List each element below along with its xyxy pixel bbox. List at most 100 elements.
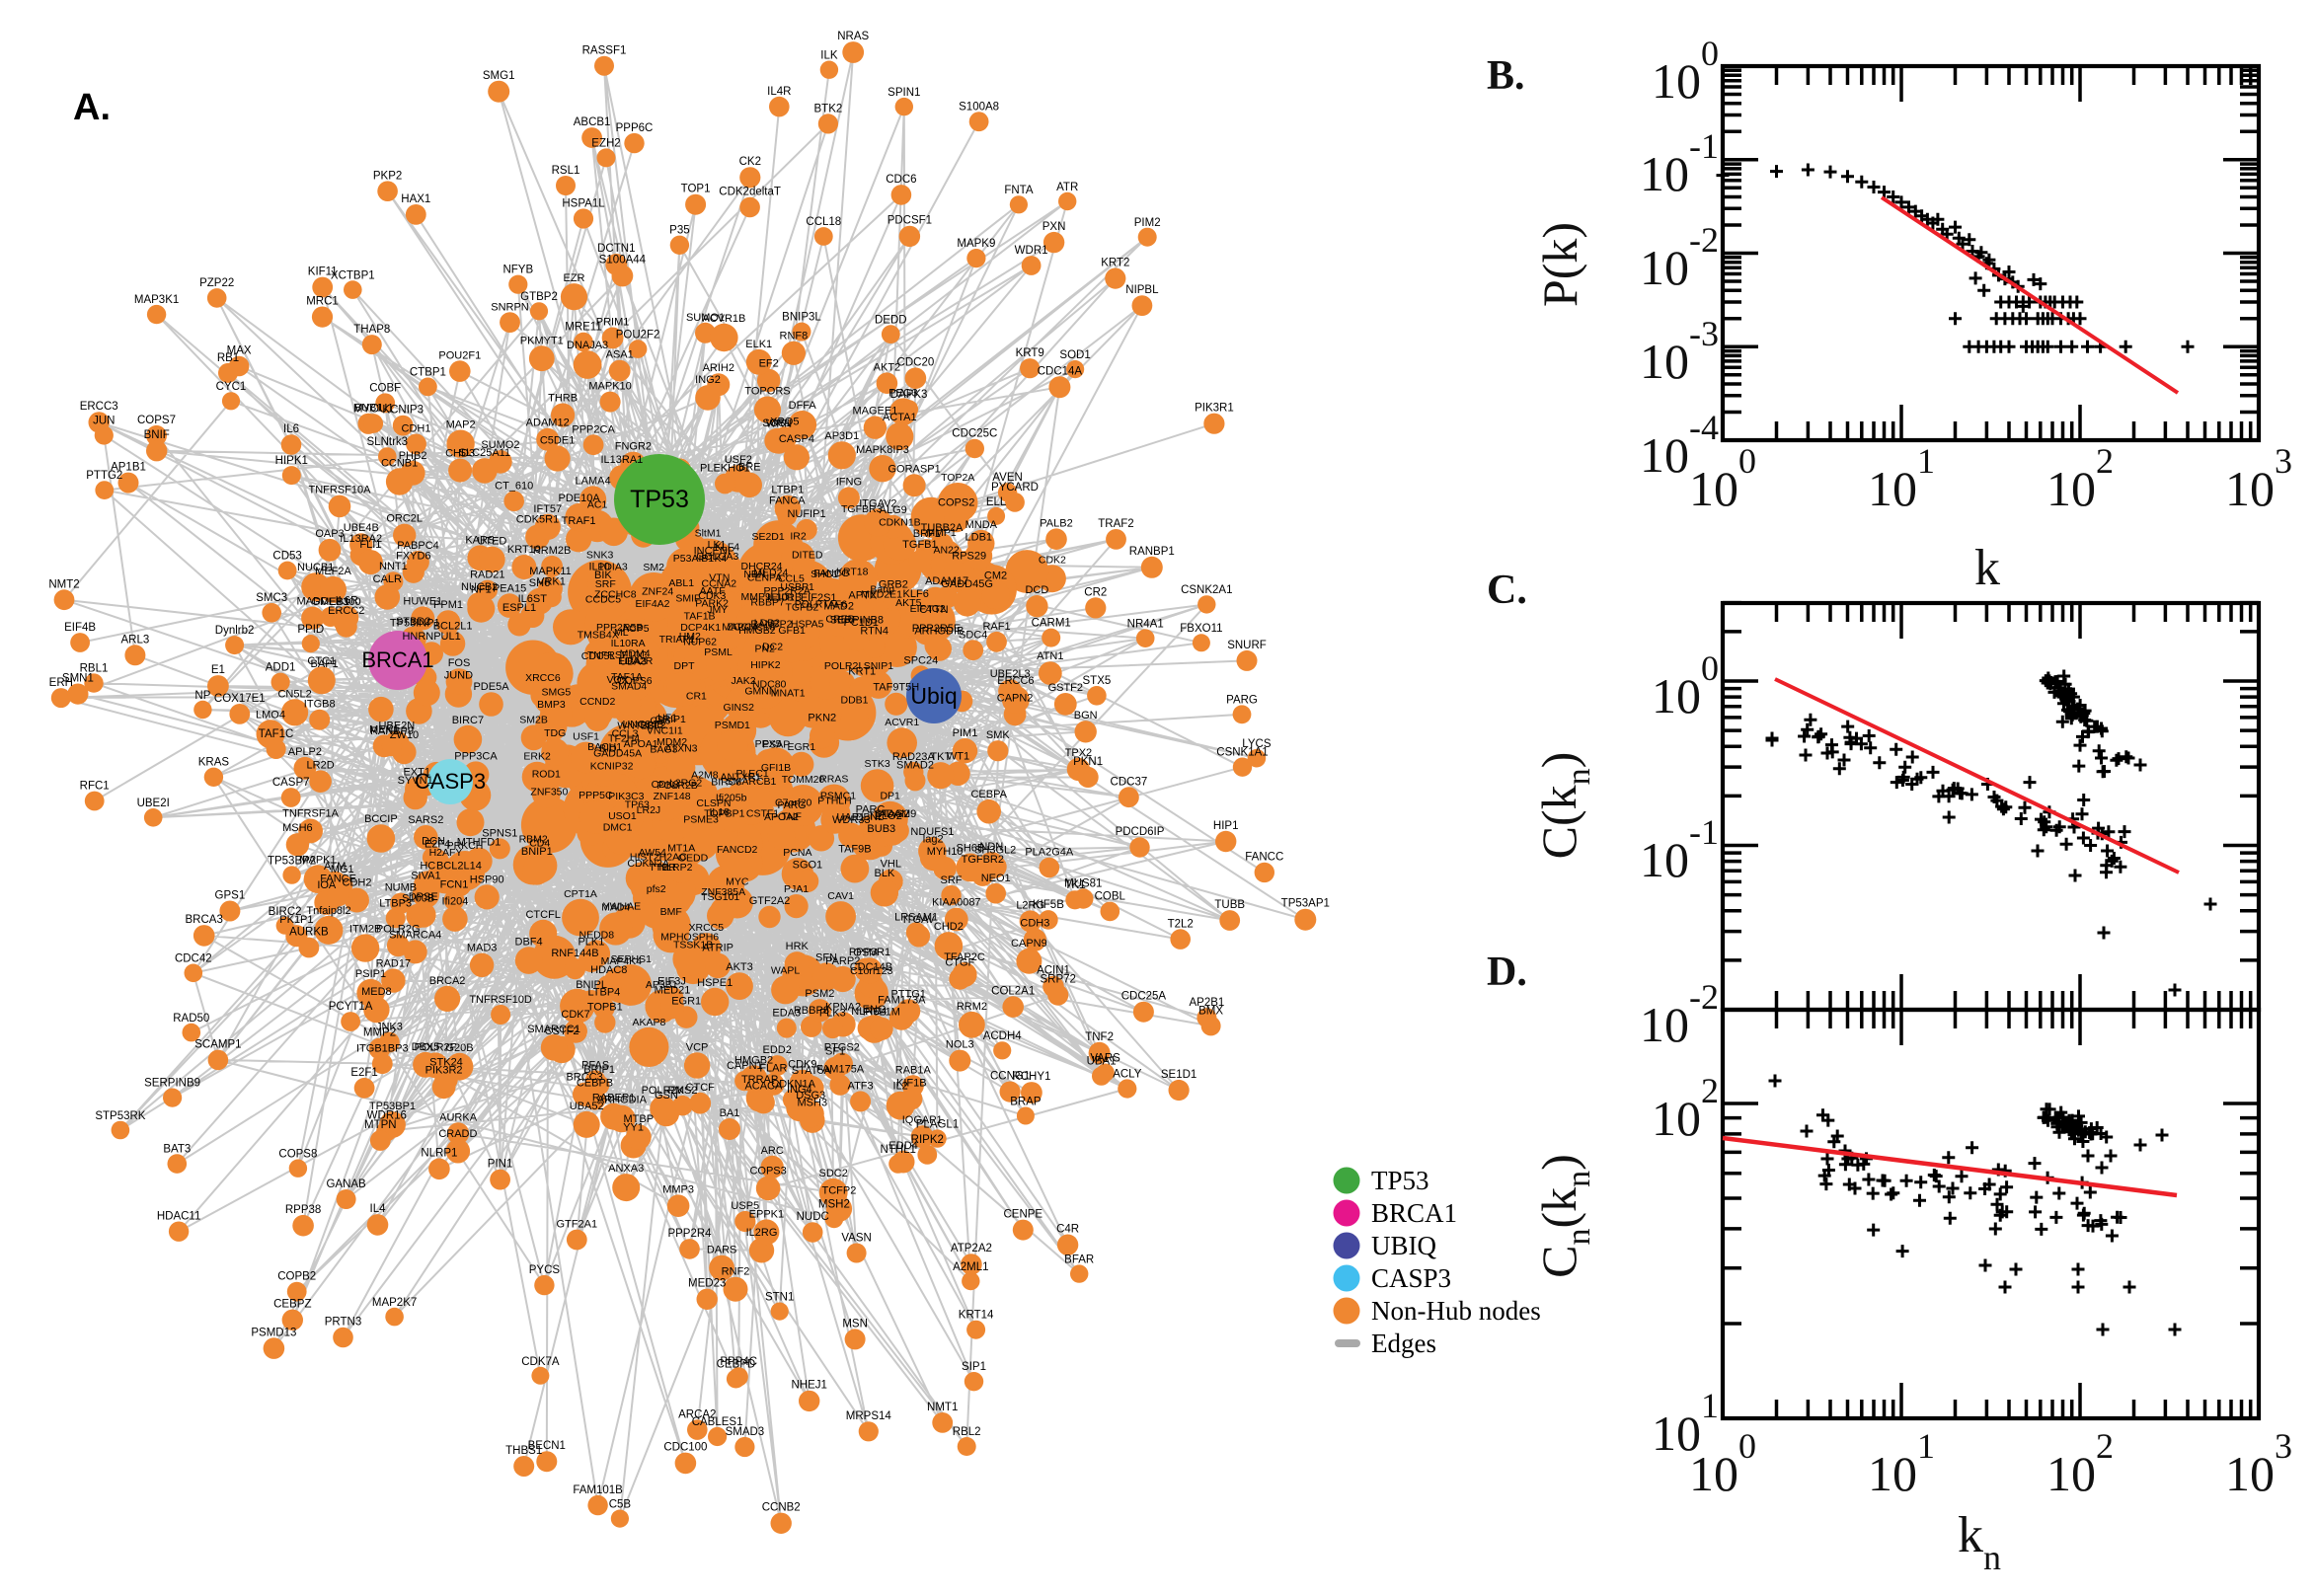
svg-text:CCNG1: CCNG1 [990, 1071, 1030, 1083]
svg-text:PEA15: PEA15 [493, 582, 526, 594]
svg-text:BRAP: BRAP [1010, 1097, 1042, 1108]
svg-text:ILK: ILK [820, 50, 838, 62]
svg-text:BCL2L14: BCL2L14 [436, 860, 482, 872]
svg-text:PCYT1A: PCYT1A [329, 1001, 373, 1013]
svg-text:MRPS14: MRPS14 [846, 1410, 892, 1422]
svg-text:MYC: MYC [726, 875, 749, 887]
svg-text:D.: D. [1487, 950, 1527, 995]
svg-text:GADD45A: GADD45A [593, 747, 642, 759]
svg-text:RBL2: RBL2 [953, 1426, 981, 1438]
svg-text:GB6: GB6 [650, 716, 670, 727]
svg-text:Non-Hub nodes: Non-Hub nodes [1371, 1296, 1541, 1326]
svg-text:RAD21: RAD21 [470, 570, 504, 581]
svg-text:SIVA1: SIVA1 [411, 870, 440, 881]
svg-text:RANBP2: RANBP2 [750, 619, 792, 631]
svg-text:CHD3: CHD3 [445, 448, 475, 460]
svg-text:DAPK3: DAPK3 [890, 389, 928, 401]
svg-text:CSTF1: CSTF1 [746, 807, 779, 819]
svg-text:CDC14B: CDC14B [850, 961, 892, 973]
svg-text:LTBP3: LTBP3 [379, 897, 412, 909]
svg-text:GSTF2: GSTF2 [1048, 682, 1083, 694]
svg-text:STK3: STK3 [864, 758, 889, 770]
svg-text:KLF6: KLF6 [903, 588, 929, 600]
svg-text:ERH: ERH [49, 677, 73, 689]
svg-text:MAP2: MAP2 [446, 419, 476, 431]
svg-text:SMAD4: SMAD4 [611, 681, 647, 693]
svg-text:HSPA5: HSPA5 [791, 618, 824, 630]
svg-text:LK1: LK1 [708, 539, 727, 551]
svg-text:C5DE1: C5DE1 [540, 434, 575, 446]
svg-text:NMT1: NMT1 [927, 1402, 958, 1413]
svg-text:UBA3: UBA3 [620, 656, 648, 668]
svg-text:FXYD6: FXYD6 [396, 551, 430, 563]
svg-text:SMK: SMK [986, 729, 1011, 741]
svg-text:MYH10: MYH10 [927, 846, 964, 858]
svg-text:P35: P35 [669, 225, 689, 237]
svg-text:ITGAV: ITGAV [903, 914, 936, 926]
svg-text:NUCB1: NUCB1 [297, 562, 334, 573]
svg-text:RPP38: RPP38 [285, 1204, 321, 1216]
svg-text:JAK2: JAK2 [731, 675, 755, 687]
svg-text:AP3B1: AP3B1 [646, 979, 678, 991]
svg-text:Edges: Edges [1371, 1329, 1436, 1358]
svg-text:GORASP1: GORASP1 [888, 463, 941, 475]
svg-text:TFAP2C: TFAP2C [944, 951, 985, 963]
svg-text:KIF1B: KIF1B [896, 1077, 927, 1089]
svg-text:ATM: ATM [324, 861, 346, 873]
svg-text:BAT3: BAT3 [163, 1143, 191, 1155]
svg-text:DFFA: DFFA [789, 400, 817, 412]
svg-text:APOA2: APOA2 [764, 811, 799, 823]
svg-text:UNC84B: UNC84B [623, 719, 663, 730]
svg-text:EIF3J: EIF3J [657, 976, 686, 988]
svg-text:MED24: MED24 [753, 568, 788, 579]
svg-text:KRT18: KRT18 [836, 566, 869, 577]
svg-text:MMP1: MMP1 [926, 527, 956, 539]
svg-text:Ifi205b: Ifi205b [716, 793, 747, 804]
svg-text:EPPK1: EPPK1 [749, 1208, 784, 1220]
svg-text:RAD23A: RAD23A [892, 751, 935, 763]
svg-text:TAF1A: TAF1A [611, 671, 643, 683]
svg-text:THAP8: THAP8 [353, 324, 390, 336]
svg-text:BRE: BRE [738, 462, 761, 474]
svg-text:MAD2: MAD2 [823, 601, 854, 613]
svg-text:ARIH2: ARIH2 [703, 362, 734, 374]
svg-text:AP2B1: AP2B1 [1189, 997, 1224, 1009]
svg-text:IL2RG: IL2RG [746, 1227, 778, 1239]
svg-text:MEF2A: MEF2A [315, 566, 351, 577]
svg-text:LTBP4: LTBP4 [587, 987, 620, 999]
svg-text:PSMD1: PSMD1 [715, 720, 750, 731]
svg-text:CTTN: CTTN [919, 604, 948, 616]
svg-text:CENPA: CENPA [747, 571, 782, 583]
svg-text:S100B: S100B [402, 893, 434, 905]
svg-text:PPP6C: PPP6C [616, 122, 654, 134]
svg-text:AKT5: AKT5 [895, 597, 921, 609]
svg-text:POLR2B: POLR2B [656, 780, 697, 792]
svg-text:CAPN2: CAPN2 [997, 692, 1034, 704]
svg-text:KIF5B: KIF5B [1033, 899, 1064, 911]
svg-text:SIP1: SIP1 [962, 1361, 986, 1373]
svg-text:ACVR1B: ACVR1B [702, 313, 745, 325]
svg-text:COBF: COBF [369, 382, 401, 394]
svg-text:PPM1: PPM1 [433, 599, 463, 611]
svg-text:ARCA2: ARCA2 [678, 1408, 716, 1420]
svg-text:ZNF148: ZNF148 [654, 791, 691, 802]
svg-text:RRM2: RRM2 [957, 1001, 987, 1013]
svg-text:COX17E1: COX17E1 [214, 693, 266, 705]
svg-text:SRF: SRF [595, 578, 616, 590]
svg-text:L2RG: L2RG [1016, 899, 1044, 911]
svg-text:PPID: PPID [297, 624, 324, 636]
svg-text:SERPINB8: SERPINB8 [830, 615, 884, 627]
svg-text:CDKN2A: CDKN2A [627, 858, 669, 870]
svg-text:USF2: USF2 [725, 454, 752, 466]
svg-text:WAPL: WAPL [771, 964, 801, 976]
svg-text:IQGAP1: IQGAP1 [902, 1114, 943, 1126]
svg-text:GFB1: GFB1 [778, 625, 806, 637]
svg-text:BNIP3L: BNIP3L [782, 312, 821, 324]
svg-text:TAF1B: TAF1B [684, 610, 716, 622]
svg-text:IL13RA2: IL13RA2 [340, 533, 382, 545]
svg-text:SPIN1: SPIN1 [888, 87, 920, 99]
svg-text:ITGAV2: ITGAV2 [859, 497, 896, 509]
svg-text:DP1: DP1 [880, 791, 900, 802]
svg-text:ERCC3: ERCC3 [80, 401, 118, 413]
svg-text:DBNL: DBNL [856, 811, 884, 823]
